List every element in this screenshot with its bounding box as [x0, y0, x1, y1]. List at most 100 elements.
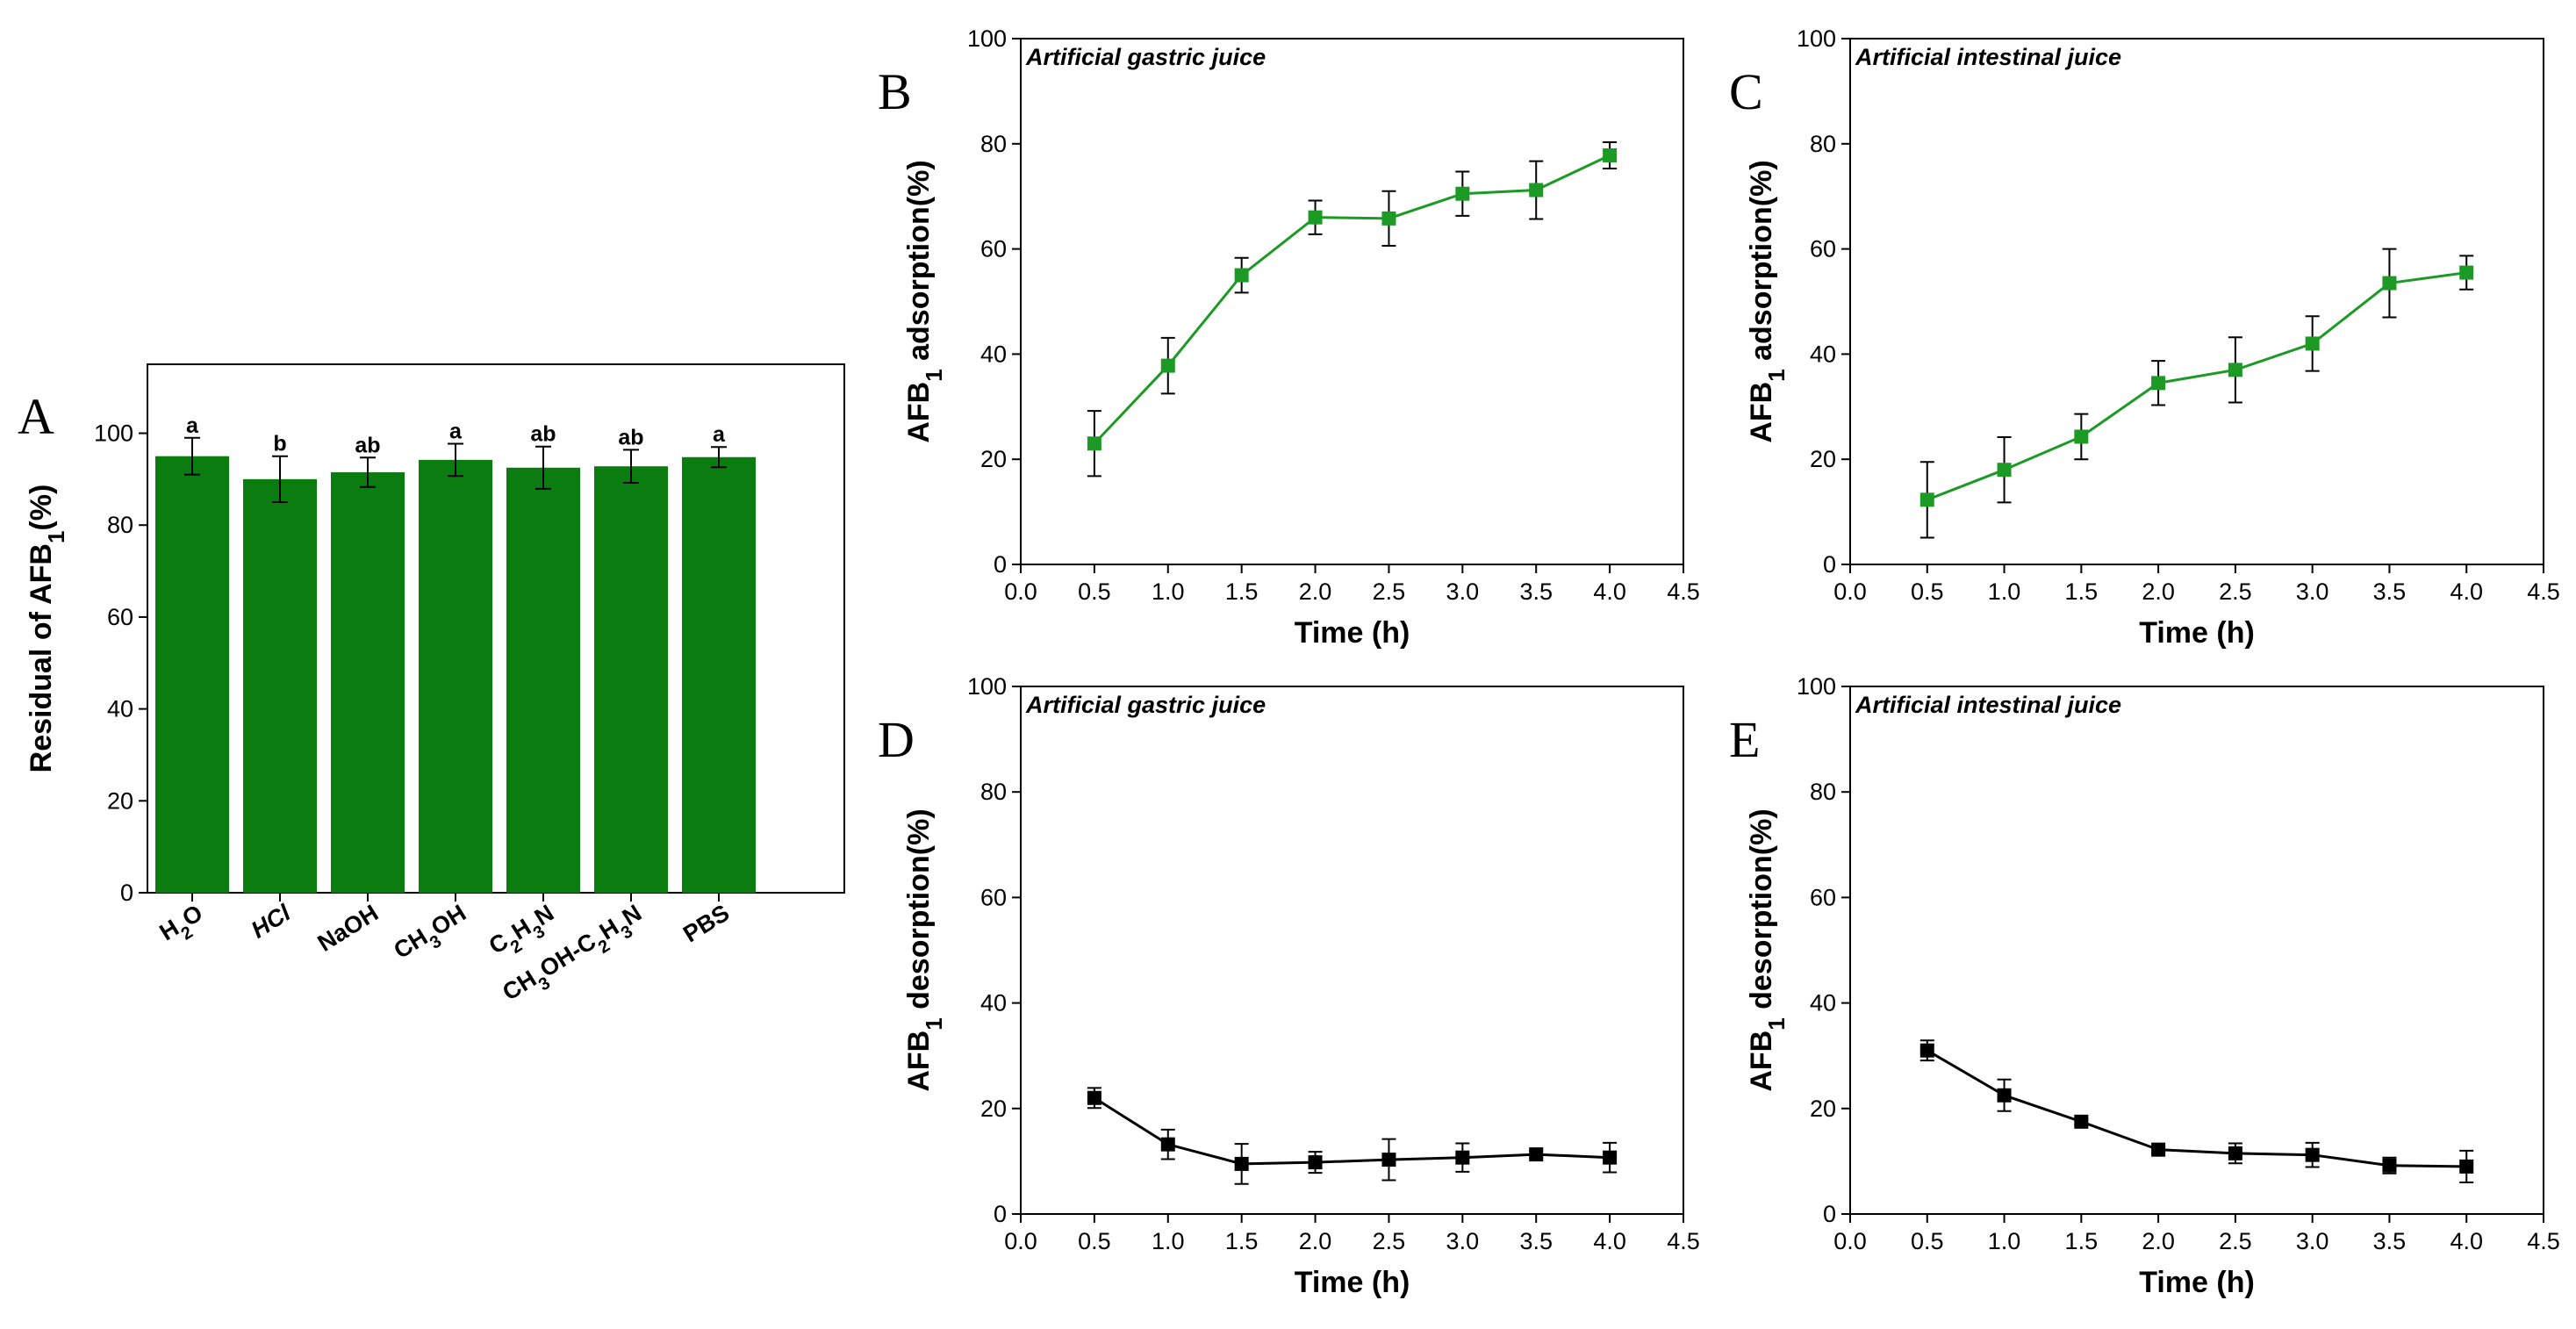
x-tick-label: 3.5: [1519, 1228, 1553, 1254]
category-label-part: CH: [389, 923, 432, 964]
panel-annotation: Artificial gastric juice: [1025, 692, 1266, 718]
panel-label-d: D: [878, 711, 915, 768]
significance-letter: a: [186, 413, 199, 438]
panel-annotation: Artificial intestinal juice: [1855, 692, 2121, 718]
x-tick-label: 0.5: [1911, 578, 1944, 605]
bar: [331, 472, 405, 893]
y-axis-label: AFB1 adsorption(%): [902, 160, 947, 442]
y-axis-label: AFB1 desorption(%): [1745, 808, 1790, 1091]
x-tick-label: 4.5: [2527, 1228, 2560, 1254]
x-tick-label: 2.5: [1373, 1228, 1406, 1254]
category-label-part: CH: [498, 966, 541, 1006]
x-tick-label: 0.5: [1078, 578, 1111, 605]
y-tick-label: 0: [994, 551, 1007, 578]
x-axis-label: Time (h): [1295, 1266, 1410, 1299]
y-tick-label: 80: [1810, 779, 1836, 805]
bar: [506, 467, 580, 893]
ylabel-main: Residual of AFB: [25, 543, 58, 772]
x-tick-label: 3.0: [1446, 578, 1480, 605]
category-label-part: NaOH: [313, 900, 384, 957]
x-tick-label: 0.0: [1833, 578, 1867, 605]
data-point: [1529, 183, 1544, 198]
data-point: [1919, 492, 1934, 507]
ylabel-sub: 1: [921, 369, 947, 381]
x-tick-label: 3.0: [1446, 1228, 1480, 1254]
x-tick-label: 1.0: [1152, 578, 1185, 605]
y-tick-label: 60: [980, 884, 1007, 910]
chart-a: A 0 20 40 60 80 100 a H2O b HCl ab NaOH a CH3OH ab C2H3N…: [18, 363, 845, 1006]
x-tick-label: 3.0: [2296, 1228, 2329, 1254]
category-label: C2H3N: [484, 900, 563, 967]
data-point: [1997, 1088, 2012, 1103]
significance-letter: ab: [618, 425, 643, 449]
chart-c: C Artificial intestinal juice 0 20 40 60 80 100…: [1729, 25, 2560, 650]
y-tick-label: 40: [980, 990, 1007, 1017]
x-tick-label: 0.0: [1004, 1228, 1037, 1254]
y-axis-label: AFB1 desorption(%): [902, 808, 947, 1091]
data-point: [1997, 463, 2012, 478]
y-tick-label: 100: [1797, 25, 1836, 52]
x-tick-label: 4.5: [1667, 1228, 1700, 1254]
series-line: [1094, 1096, 1611, 1166]
x-tick-label: 4.0: [1593, 578, 1626, 605]
panel-label-e: E: [1729, 711, 1760, 768]
y-tick-label: 0: [1823, 1201, 1836, 1227]
panel-label-b: B: [878, 63, 912, 120]
data-point: [2228, 363, 2242, 377]
x-tick-label: 1.0: [1988, 578, 2021, 605]
significance-letter: ab: [530, 422, 556, 447]
y-tick-label: 0: [1823, 551, 1836, 578]
category-label: PBS: [678, 900, 734, 948]
y-tick-label: 20: [980, 1096, 1007, 1122]
x-tick-label: 3.0: [2296, 578, 2329, 605]
category-label-part: PBS: [678, 900, 734, 948]
data-point: [1087, 1090, 1101, 1105]
x-tick-label: 2.5: [1373, 578, 1406, 605]
significance-letter: b: [273, 432, 286, 456]
data-point: [2228, 1146, 2242, 1160]
x-tick-label: 3.5: [2373, 1228, 2407, 1254]
data-point: [2459, 1159, 2474, 1174]
y-tick-label: 40: [980, 341, 1007, 367]
y-tick-label: 80: [107, 512, 133, 538]
y-axis-label: AFB1 adsorption(%): [1745, 160, 1790, 442]
x-tick-label: 1.5: [1225, 1228, 1259, 1254]
x-tick-label: 4.0: [2450, 1228, 2483, 1254]
y-tick-label: 20: [1810, 1096, 1836, 1122]
data-point: [2074, 1114, 2089, 1129]
bar: [594, 466, 668, 893]
x-tick-label: 3.5: [1519, 578, 1553, 605]
data-point: [1381, 1153, 1396, 1167]
y-tick-label: 40: [1810, 990, 1836, 1017]
y-tick-label: 80: [980, 779, 1007, 805]
significance-letter: a: [449, 420, 463, 444]
data-point: [1455, 1150, 1470, 1165]
x-tick-label: 0.0: [1004, 578, 1037, 605]
x-axis-label: Time (h): [1295, 616, 1410, 650]
data-point: [1308, 210, 1323, 225]
plot-frame: [1849, 686, 2544, 1215]
chart-b: B Artificial gastric juice 0 20 40 60 80 100 0.0…: [878, 25, 1700, 650]
data-point: [1234, 1156, 1249, 1171]
data-point: [1603, 147, 1618, 162]
x-tick-label: 1.5: [2065, 578, 2099, 605]
significance-letter: ab: [355, 433, 380, 457]
series-line: [1927, 1049, 2467, 1168]
y-tick-label: 100: [967, 673, 1007, 700]
ylabel-tail: adsorption(%): [902, 160, 936, 369]
data-point: [1160, 1137, 1175, 1152]
x-tick-label: 1.0: [1988, 1228, 2021, 1254]
y-tick-label: 20: [107, 787, 133, 814]
y-tick-label: 100: [1797, 673, 1836, 700]
x-tick-label: 2.5: [2219, 1228, 2252, 1254]
data-point: [1234, 268, 1249, 283]
bar: [155, 456, 229, 893]
ylabel-main: AFB: [1745, 1031, 1778, 1092]
panel-label-a: A: [18, 388, 54, 445]
x-tick-label: 0.5: [1911, 1228, 1944, 1254]
series-line: [1927, 271, 2467, 501]
data-point: [1087, 436, 1101, 451]
x-tick-label: 2.0: [2142, 578, 2175, 605]
significance-letter: a: [713, 422, 726, 447]
